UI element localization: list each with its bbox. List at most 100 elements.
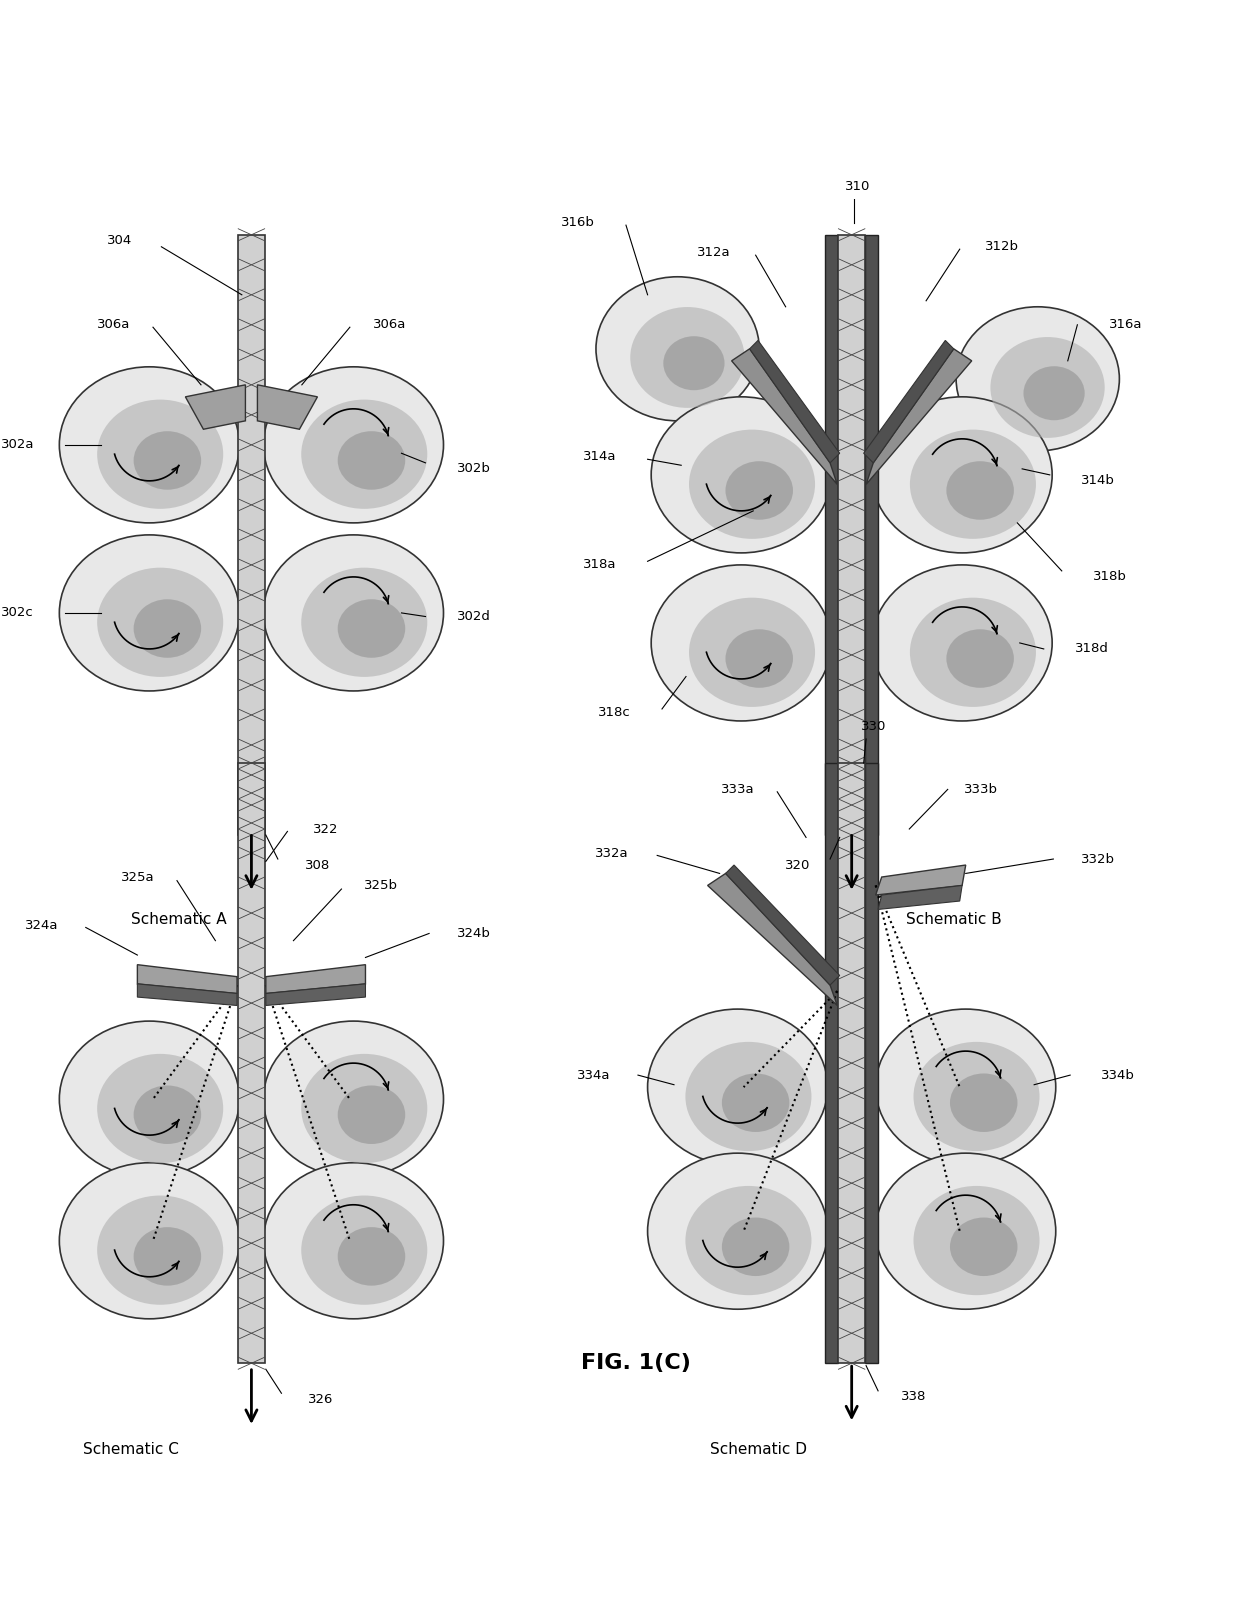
Ellipse shape bbox=[946, 630, 1014, 687]
Text: 325a: 325a bbox=[120, 871, 154, 884]
Text: 334b: 334b bbox=[1101, 1069, 1135, 1082]
Ellipse shape bbox=[263, 1021, 444, 1178]
Text: 306a: 306a bbox=[97, 318, 130, 331]
Ellipse shape bbox=[134, 431, 201, 489]
FancyBboxPatch shape bbox=[826, 762, 838, 1363]
Ellipse shape bbox=[60, 368, 239, 523]
Ellipse shape bbox=[950, 1218, 1018, 1277]
Ellipse shape bbox=[60, 1163, 239, 1318]
Ellipse shape bbox=[301, 567, 428, 678]
FancyBboxPatch shape bbox=[864, 235, 878, 836]
Text: Schematic C: Schematic C bbox=[83, 1441, 180, 1457]
FancyBboxPatch shape bbox=[838, 235, 864, 836]
Ellipse shape bbox=[301, 400, 428, 508]
Polygon shape bbox=[265, 965, 366, 994]
Ellipse shape bbox=[337, 1227, 405, 1286]
Text: FIG. 1(C): FIG. 1(C) bbox=[580, 1354, 691, 1373]
Polygon shape bbox=[875, 865, 966, 895]
Ellipse shape bbox=[630, 307, 744, 407]
Ellipse shape bbox=[134, 599, 201, 658]
Polygon shape bbox=[732, 348, 837, 484]
Ellipse shape bbox=[97, 1195, 223, 1306]
Text: 318b: 318b bbox=[1092, 570, 1127, 583]
Ellipse shape bbox=[60, 535, 239, 690]
Text: 316b: 316b bbox=[560, 216, 595, 229]
Polygon shape bbox=[864, 340, 954, 463]
Text: 302c: 302c bbox=[1, 606, 33, 620]
Ellipse shape bbox=[301, 1195, 428, 1306]
Ellipse shape bbox=[686, 1186, 811, 1294]
Text: Schematic A: Schematic A bbox=[131, 911, 227, 927]
Text: 302a: 302a bbox=[0, 438, 33, 451]
Polygon shape bbox=[708, 874, 837, 1005]
Text: 325b: 325b bbox=[365, 879, 398, 892]
Text: 330: 330 bbox=[861, 721, 885, 733]
Text: 310: 310 bbox=[844, 181, 870, 193]
Text: 338: 338 bbox=[901, 1390, 926, 1403]
Ellipse shape bbox=[663, 336, 724, 390]
Polygon shape bbox=[186, 385, 246, 430]
FancyBboxPatch shape bbox=[238, 762, 264, 1363]
Ellipse shape bbox=[337, 431, 405, 489]
Ellipse shape bbox=[263, 1163, 444, 1318]
Ellipse shape bbox=[337, 599, 405, 658]
Polygon shape bbox=[866, 348, 972, 484]
Ellipse shape bbox=[872, 566, 1053, 721]
Ellipse shape bbox=[263, 368, 444, 523]
Ellipse shape bbox=[60, 1021, 239, 1178]
Ellipse shape bbox=[722, 1218, 790, 1277]
FancyBboxPatch shape bbox=[826, 235, 838, 836]
Text: 316a: 316a bbox=[1109, 318, 1142, 331]
Text: 302d: 302d bbox=[456, 610, 491, 623]
Text: 318a: 318a bbox=[583, 558, 616, 572]
Text: 332b: 332b bbox=[1081, 852, 1115, 866]
Polygon shape bbox=[878, 885, 962, 909]
Ellipse shape bbox=[875, 1154, 1055, 1309]
Text: 306a: 306a bbox=[373, 318, 407, 331]
Ellipse shape bbox=[263, 535, 444, 690]
Ellipse shape bbox=[725, 630, 794, 687]
Text: 318c: 318c bbox=[598, 706, 630, 719]
Text: 302b: 302b bbox=[456, 462, 491, 475]
Text: 332a: 332a bbox=[595, 847, 629, 860]
Ellipse shape bbox=[337, 1085, 405, 1144]
Ellipse shape bbox=[97, 400, 223, 508]
FancyBboxPatch shape bbox=[864, 762, 878, 1363]
Text: 304: 304 bbox=[107, 235, 131, 248]
Ellipse shape bbox=[872, 396, 1053, 553]
Text: 324b: 324b bbox=[456, 927, 491, 940]
Ellipse shape bbox=[97, 1053, 223, 1163]
Ellipse shape bbox=[686, 1042, 811, 1151]
Ellipse shape bbox=[725, 462, 794, 519]
Text: 333b: 333b bbox=[965, 783, 998, 796]
Polygon shape bbox=[258, 385, 317, 430]
Ellipse shape bbox=[301, 1053, 428, 1163]
Ellipse shape bbox=[914, 1042, 1039, 1151]
Ellipse shape bbox=[651, 566, 831, 721]
Ellipse shape bbox=[956, 307, 1120, 451]
Text: 308: 308 bbox=[305, 858, 330, 871]
Ellipse shape bbox=[689, 598, 815, 706]
Text: 322: 322 bbox=[314, 823, 339, 836]
Polygon shape bbox=[138, 965, 237, 994]
Ellipse shape bbox=[914, 1186, 1039, 1294]
Text: 320: 320 bbox=[785, 858, 810, 871]
Text: 318d: 318d bbox=[1075, 642, 1109, 655]
Ellipse shape bbox=[910, 598, 1035, 706]
Ellipse shape bbox=[991, 337, 1105, 438]
Ellipse shape bbox=[596, 276, 759, 420]
Text: 314b: 314b bbox=[1081, 475, 1115, 487]
Ellipse shape bbox=[97, 567, 223, 678]
Text: 333a: 333a bbox=[720, 783, 754, 796]
Polygon shape bbox=[725, 865, 839, 984]
Polygon shape bbox=[750, 340, 839, 463]
Polygon shape bbox=[265, 984, 366, 1005]
Ellipse shape bbox=[647, 1154, 827, 1309]
Ellipse shape bbox=[134, 1085, 201, 1144]
Text: 326: 326 bbox=[309, 1393, 334, 1406]
Ellipse shape bbox=[946, 462, 1014, 519]
Ellipse shape bbox=[689, 430, 815, 539]
Ellipse shape bbox=[134, 1227, 201, 1286]
Text: 312a: 312a bbox=[697, 246, 730, 259]
Text: Schematic B: Schematic B bbox=[905, 911, 1002, 927]
